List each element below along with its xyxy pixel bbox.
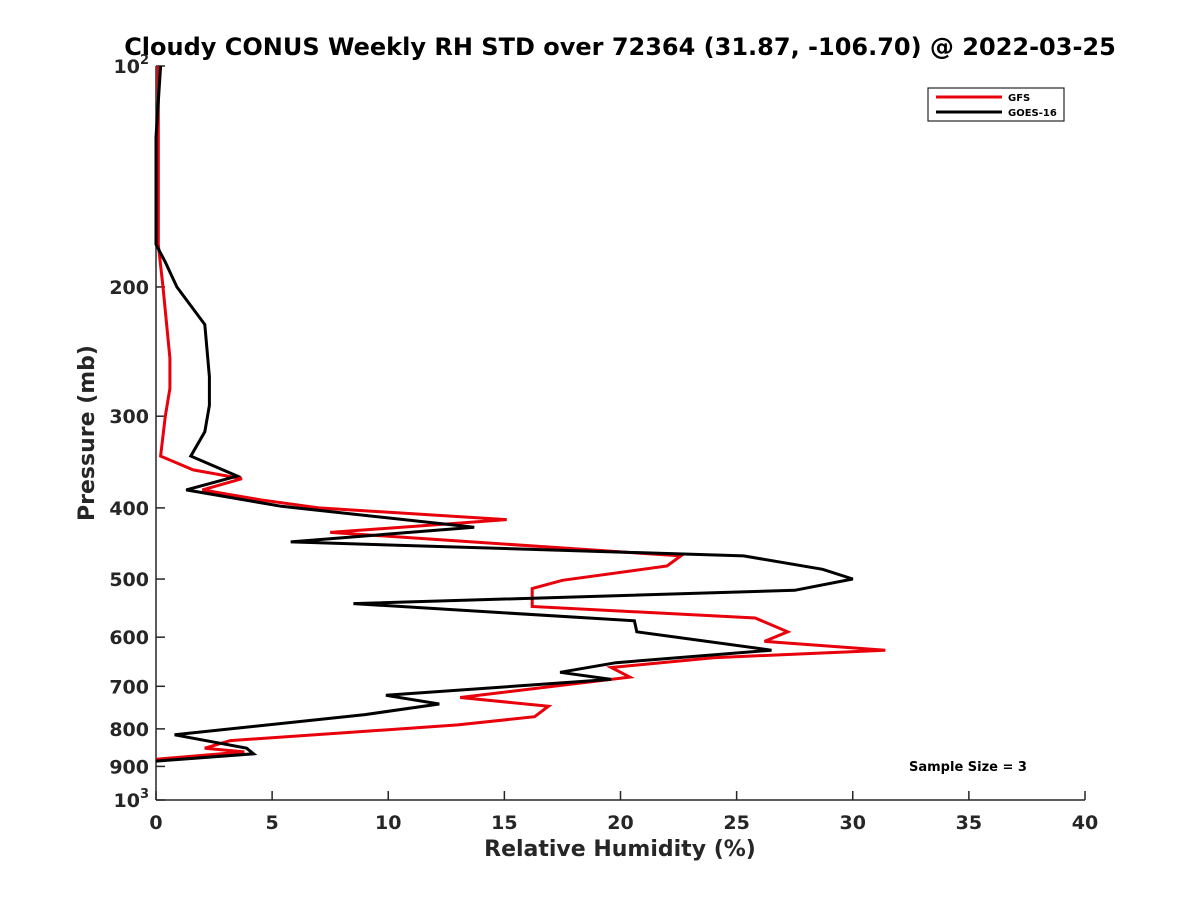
x-tick-label: 40 (1072, 812, 1098, 834)
y-tick-label: 400 (109, 498, 149, 520)
x-tick-label: 25 (723, 812, 749, 834)
x-tick-label: 15 (491, 812, 517, 834)
series-lines (154, 65, 886, 763)
x-tick-label: 0 (149, 812, 162, 834)
x-tick-label: 35 (956, 812, 982, 834)
y-tick-label: 200 (109, 277, 149, 299)
series-line-goes-16 (154, 65, 854, 763)
y-tick-label: 700 (109, 676, 149, 698)
x-tick-label: 20 (607, 812, 633, 834)
legend-label: GFS (1008, 93, 1030, 104)
x-axis-label: Relative Humidity (%) (484, 837, 756, 862)
y-tick-label: 500 (109, 569, 149, 591)
y-tick-label: 300 (109, 406, 149, 428)
x-ticks: 0 5 10 15 20 25 30 35 40 (149, 791, 1098, 834)
legend-label: GOES-16 (1008, 108, 1057, 119)
legend-items: GFS GOES-16 (936, 93, 1057, 119)
chart-title: Cloudy CONUS Weekly RH STD over 72364 (3… (124, 33, 1116, 61)
y-axis-label: Pressure (mb) (75, 345, 100, 521)
x-tick-label: 5 (266, 812, 279, 834)
y-tick-label: 900 (109, 756, 149, 778)
y-ticks: 102 200 300 400 500 600 700 800 900 103 (109, 53, 165, 812)
y-tick-label: 600 (109, 627, 149, 649)
plot-area: 0 5 10 15 20 25 30 35 40 102 200 300 400 500 600 700 80… (109, 53, 1098, 834)
legend: GFS GOES-16 (927, 87, 1065, 122)
x-tick-label: 30 (840, 812, 866, 834)
y-tick-label: 103 (114, 787, 150, 812)
legend-box (927, 87, 1065, 122)
x-tick-label: 10 (375, 812, 401, 834)
sample-size-annotation: Sample Size = 3 (909, 760, 1027, 775)
y-tick-label: 800 (109, 719, 149, 741)
y-tick-label: 102 (114, 53, 150, 78)
series-line-gfs (155, 66, 886, 761)
